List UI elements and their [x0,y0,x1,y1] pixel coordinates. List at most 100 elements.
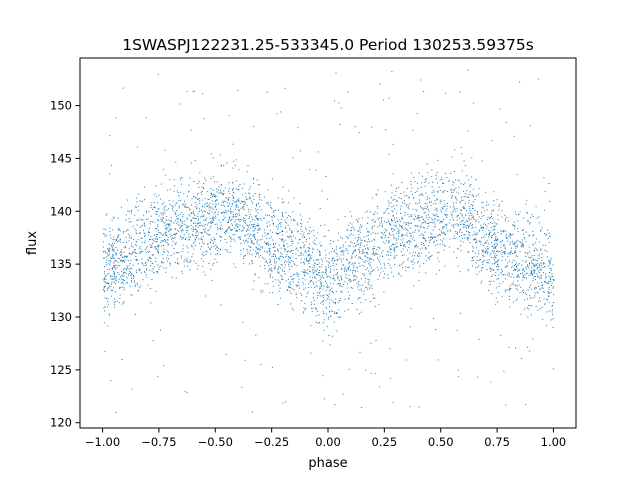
data-point [547,299,548,301]
data-point [526,199,528,201]
data-point [429,241,431,243]
data-point [196,223,198,225]
data-point [148,252,150,253]
data-point [416,190,418,192]
data-point [313,293,315,294]
data-point [289,215,291,217]
data-point [182,237,184,239]
data-point [430,201,432,203]
data-point [113,276,115,278]
data-point [503,251,505,253]
data-point [308,249,310,251]
data-point [490,231,492,233]
data-point [384,220,386,222]
data-point [164,174,166,176]
data-point [393,264,395,266]
data-point [429,202,431,204]
data-point [291,307,293,309]
data-point [489,217,491,219]
data-point [318,272,320,273]
data-point [333,250,335,252]
data-point [492,245,494,247]
data-point [343,268,345,270]
data-point [222,204,224,206]
data-point [414,181,416,183]
data-point [157,208,159,210]
data-point [133,251,135,253]
data-point [130,210,132,212]
data-point [217,211,219,213]
data-point [185,203,187,205]
data-point [105,256,107,258]
data-point [259,248,261,250]
data-point [257,209,259,210]
data-point [377,278,379,280]
data-point [533,249,535,251]
data-point [198,198,200,200]
data-point [129,270,131,272]
data-point [148,231,150,233]
data-point [336,253,338,255]
data-point [432,190,434,192]
data-point [488,262,490,264]
data-point [250,224,252,226]
y-tick-label: 135 [50,257,72,271]
data-point [313,229,315,231]
data-point [504,247,506,249]
data-point [225,197,227,199]
data-point [517,264,519,266]
data-point [220,236,222,238]
data-point [494,228,496,230]
data-point [248,211,250,213]
data-point [155,210,157,212]
data-point [381,226,383,227]
data-point [540,278,542,280]
data-point [443,232,445,234]
data-point [458,231,460,233]
data-point [362,250,364,252]
data-point [442,182,444,184]
data-point [471,194,473,196]
data-point [417,216,419,218]
data-point [125,219,127,221]
data-point [461,214,463,216]
data-point [428,245,430,247]
data-point [214,215,216,217]
data-point [288,265,290,267]
data-point [272,222,274,224]
data-point [335,273,337,275]
data-point [467,130,469,132]
data-point [391,271,393,273]
data-point [130,209,132,211]
data-point [365,278,367,279]
data-point [465,195,467,197]
data-point [486,201,488,203]
data-point [512,265,514,267]
data-point [257,252,259,253]
data-point [246,224,248,226]
data-point [527,346,529,348]
data-point [292,253,294,255]
data-point [413,285,415,287]
data-point [351,215,353,217]
data-point [342,393,344,395]
data-point [539,300,541,302]
data-point [203,242,205,244]
data-point [467,196,469,198]
data-point [371,126,373,128]
data-point [256,225,258,226]
data-point [523,277,525,279]
data-point [463,217,465,219]
data-point [373,225,375,227]
data-point [142,263,144,265]
data-point [112,242,114,244]
data-point [284,260,286,262]
data-point [395,238,397,240]
data-point [169,262,171,264]
data-point [339,284,341,286]
data-point [401,225,403,227]
data-point [420,227,422,229]
data-point [518,284,520,286]
data-point [424,231,426,233]
data-point [258,277,260,278]
